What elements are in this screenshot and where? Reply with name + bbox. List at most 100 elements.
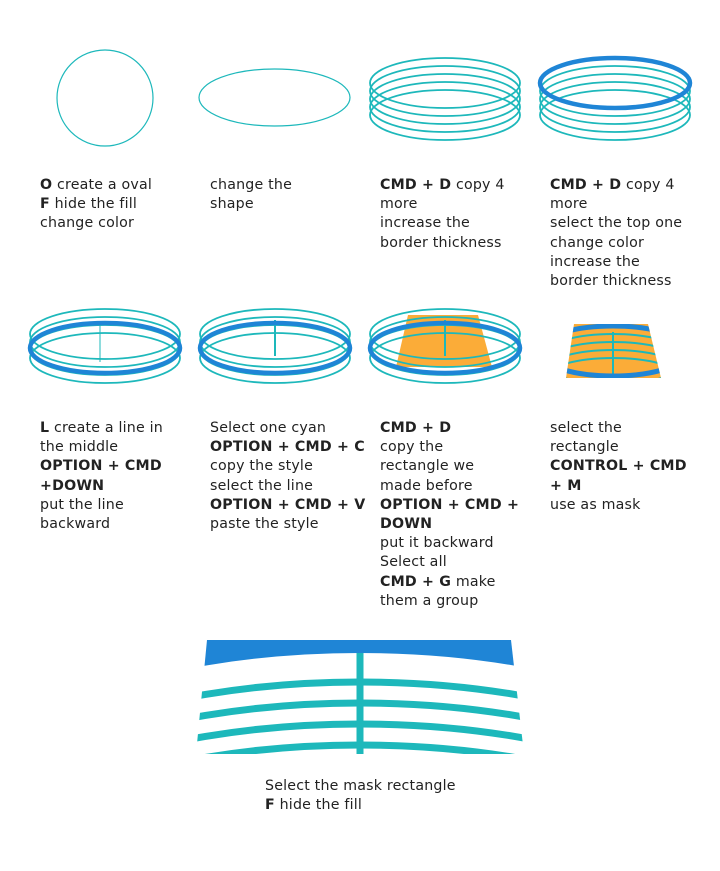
instruction-text: put the line <box>40 496 124 513</box>
step3-line: border thickness <box>380 234 540 253</box>
top-oval-blue <box>537 55 693 111</box>
step5-line: backward <box>40 515 190 534</box>
oval-copy <box>369 73 521 125</box>
shortcut-text: CMD + D <box>380 420 452 436</box>
step7-line: rectangle we <box>380 457 540 476</box>
step9-line: Select the mask rectangle <box>265 777 525 796</box>
shortcut-text: CMD + D <box>380 177 452 193</box>
step3-caption: CMD + D copy 4 more increase the border thi… <box>380 176 540 253</box>
step7-line: OPTION + CMD + <box>380 496 540 515</box>
step7-line: CMD + D <box>380 419 540 438</box>
instruction-text: Select one cyan <box>210 420 327 436</box>
oval-copy <box>369 65 521 117</box>
step4-caption: CMD + D copy 4 more select the top one chan… <box>550 176 715 291</box>
instruction-text: create a line in <box>49 420 163 436</box>
instruction-text: made before <box>380 477 473 494</box>
step2-oval-illustration <box>198 68 351 127</box>
instruction-text: more <box>550 196 588 213</box>
step4-line: more <box>550 195 715 214</box>
oval-copy <box>369 81 521 133</box>
instruction-text: them a group <box>380 592 479 609</box>
shortcut-text: OPTION + CMD + V <box>210 496 366 513</box>
oval-copy <box>539 81 691 133</box>
step8-line: select the <box>550 419 715 438</box>
step7-line: made before <box>380 477 540 496</box>
instruction-text: more <box>380 196 418 213</box>
step1-line: O create a oval <box>40 176 190 195</box>
step7-line: put it backward <box>380 534 540 553</box>
shortcut-text: OPTION + CMD <box>40 458 162 475</box>
step9-caption: Select the mask rectangle F hide the fill <box>265 777 525 815</box>
instruction-text: shape <box>210 196 254 213</box>
instruction-text: copy the style <box>210 458 314 475</box>
instruction-text: paste the style <box>210 516 319 533</box>
step7-line: DOWN <box>380 515 540 534</box>
oval-outline <box>56 49 154 147</box>
step7-caption: CMD + D copy the rectangle we made before OP… <box>380 419 540 611</box>
step6-line: OPTION + CMD + V <box>210 496 370 515</box>
top-oval-blue <box>566 324 661 378</box>
shortcut-text: + M <box>550 477 582 494</box>
step2-caption: change the shape <box>210 176 360 214</box>
step8-line: use as mask <box>550 496 715 515</box>
instruction-text: change the <box>210 177 293 193</box>
step7-line: Select all <box>380 553 540 572</box>
step9-line: F hide the fill <box>265 796 525 815</box>
step8-line: CONTROL + CMD <box>550 457 715 476</box>
step7-group-illustration <box>367 308 523 384</box>
oval-copy <box>539 65 691 117</box>
step1-circle-illustration <box>56 49 154 147</box>
step5-line: +DOWN <box>40 477 190 496</box>
shortcut-text: DOWN <box>380 516 433 533</box>
shortcut-text: +DOWN <box>40 477 105 494</box>
instruction-text: border thickness <box>380 234 502 251</box>
step8-line: rectangle <box>550 438 715 457</box>
instruction-text: put it backward <box>380 535 494 552</box>
instruction-text: hide the fill <box>49 196 138 213</box>
oval-copy <box>29 332 181 384</box>
instruction-text: hide the fill <box>274 797 363 814</box>
instruction-text: use as mask <box>550 496 641 513</box>
step2-line: shape <box>210 195 360 214</box>
instruction-text: change color <box>40 215 135 232</box>
step9-final-illustration <box>196 640 524 754</box>
shortcut-text: F <box>40 196 50 213</box>
step1-line: change color <box>40 214 190 233</box>
instruction-text: Select all <box>380 554 447 571</box>
instruction-text: change color <box>550 234 645 251</box>
shortcut-text: O <box>40 177 53 193</box>
shortcut-text: CMD + G <box>380 573 452 590</box>
oval-copy <box>369 308 521 360</box>
instruction-text: increase the <box>380 215 470 232</box>
instruction-text: backward <box>40 516 111 533</box>
step5-line: L create a line in <box>40 419 190 438</box>
step7-line: them a group <box>380 592 540 611</box>
top-oval-blue <box>27 320 183 376</box>
step6-line: select the line <box>210 477 370 496</box>
step4-line: select the top one <box>550 214 715 233</box>
step4-stacked-ovals-illustration <box>537 55 693 141</box>
step6-caption: Select one cyan OPTION + CMD + C copy the … <box>210 419 370 534</box>
step7-line: CMD + G make <box>380 573 540 592</box>
instruction-text: Select the mask rectangle <box>265 778 456 794</box>
step6-line: OPTION + CMD + C <box>210 438 370 457</box>
instruction-text: rectangle we <box>380 458 475 475</box>
top-oval-blue <box>367 320 523 376</box>
oval-copy <box>539 73 691 125</box>
step3-stacked-ovals-illustration <box>369 57 521 141</box>
instruction-text: create a oval <box>52 177 153 193</box>
step2-line: change the <box>210 176 360 195</box>
top-oval-blue <box>197 320 353 376</box>
step4-line: change color <box>550 234 715 253</box>
step1-line: F hide the fill <box>40 195 190 214</box>
step7-line: copy the <box>380 438 540 457</box>
step5-line: put the line <box>40 496 190 515</box>
instruction-text: make <box>451 573 496 590</box>
oval-copy <box>199 308 351 360</box>
oval-copy <box>539 89 691 141</box>
step1-caption: O create a oval F hide the fill change col… <box>40 176 190 234</box>
oval-copy <box>369 89 521 141</box>
shortcut-text: L <box>40 420 50 436</box>
oval-copy <box>29 308 181 360</box>
instruction-text: select the <box>550 420 622 436</box>
